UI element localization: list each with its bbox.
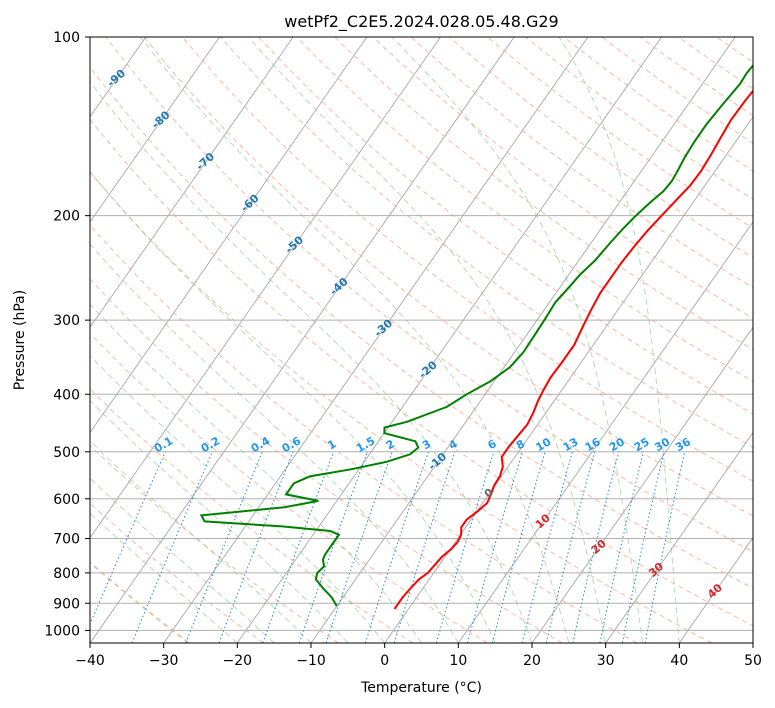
moist-adiabat-line — [90, 440, 312, 643]
plot-background — [90, 37, 753, 643]
mixing-ratio-line — [545, 451, 596, 643]
isotherm-line — [90, 37, 515, 643]
moist-adiabat-line — [90, 477, 275, 643]
dry-adiabat-line — [181, 37, 753, 482]
y-tick-label: 800 — [53, 566, 80, 582]
mixing-ratio-line — [572, 451, 620, 643]
dry-adiabat-line — [90, 278, 563, 643]
isotherm-line — [90, 37, 220, 223]
isotherm-line — [384, 116, 753, 643]
moist-adiabat-line — [90, 243, 459, 643]
mixing-ratio-line — [262, 451, 335, 643]
moist-adiabat-line — [558, 37, 680, 643]
x-tick-label: −20 — [223, 653, 253, 669]
mixing-ratio-line — [131, 451, 213, 643]
dry-adiabat-line — [90, 118, 753, 627]
isotherm-line — [90, 37, 441, 539]
mixing-ratio-line — [90, 451, 166, 626]
mixing-ratio-line — [491, 451, 546, 643]
dry-adiabat-line — [90, 388, 414, 643]
mixing-ratio-line — [218, 451, 294, 643]
isotherm-line — [752, 642, 753, 643]
dry-adiabat-line — [220, 37, 753, 448]
mixing-ratio-line — [298, 451, 368, 643]
x-tick-label: 30 — [597, 653, 615, 669]
x-tick-label: 50 — [744, 653, 762, 669]
x-tick-label: 10 — [449, 653, 467, 669]
dry-adiabat-line — [296, 37, 753, 382]
moist-adiabat-line — [90, 171, 496, 643]
grid-layer — [0, 37, 753, 643]
y-tick-label: 900 — [53, 596, 80, 612]
dry-adiabat-line — [143, 37, 753, 517]
moist-adiabat-line — [391, 37, 643, 643]
mixing-ratio-line — [521, 451, 573, 643]
y-tick-label: 400 — [53, 387, 80, 403]
moist-adiabat-line — [90, 80, 533, 643]
dry-adiabat-line — [105, 37, 753, 553]
mixing-ratio-line — [325, 451, 393, 643]
x-tick-label: 0 — [380, 653, 389, 669]
x-tick-label: −40 — [75, 653, 105, 669]
isotherm-line — [0, 37, 72, 643]
temperature-profile — [393, 89, 753, 610]
dry-adiabat-line — [90, 66, 753, 589]
axis-layer: −40 −30 −20 −10 0 10 20 30 40 50 100 200 300 400 500 60… — [44, 30, 762, 669]
data-layer — [199, 63, 753, 610]
dry-adiabat-line — [372, 37, 753, 319]
y-tick-label: 600 — [53, 492, 80, 508]
x-tick-label: −30 — [149, 653, 179, 669]
moist-adiabat-line — [247, 37, 607, 643]
y-tick-label: 300 — [53, 313, 80, 329]
y-tick-label: 200 — [53, 209, 80, 225]
x-tick-label: 40 — [670, 653, 688, 669]
moist-adiabat-line — [90, 303, 422, 643]
isotherm-line — [605, 431, 753, 643]
moist-adiabat-line — [139, 37, 570, 643]
x-tick-label: 20 — [523, 653, 541, 669]
mixing-ratio-line — [467, 451, 523, 643]
dry-adiabat-line — [90, 332, 488, 643]
dry-adiabat-line — [90, 171, 712, 643]
mixing-ratio-line — [393, 451, 456, 643]
mixing-ratio-line — [435, 451, 495, 643]
isotherm-line — [163, 37, 589, 643]
isotherm-line — [90, 37, 368, 434]
chart-title: wetPf2_C2E5.2024.028.05.48.G29 — [284, 12, 558, 32]
moist-adiabat-line — [90, 355, 386, 643]
isotherm-line — [678, 536, 753, 643]
y-axis-label: Pressure (hPa) — [12, 290, 28, 390]
y-tick-label: 700 — [53, 532, 80, 548]
isotherm-line — [236, 37, 662, 643]
isotherm-line — [90, 37, 294, 329]
moist-adiabat-line — [90, 512, 238, 643]
y-tick-label: 500 — [53, 445, 80, 461]
x-tick-label: −10 — [296, 653, 326, 669]
isotherm-line — [457, 221, 753, 643]
mixing-ratio-line — [185, 451, 263, 643]
dewpoint-profile — [199, 63, 753, 607]
plot-frame — [89, 36, 754, 644]
x-axis-label: Temperature (°C) — [360, 680, 482, 696]
y-tick-label: 1000 — [44, 623, 80, 639]
dry-adiabat-line — [90, 224, 638, 643]
isotherm-line — [531, 326, 753, 643]
y-tick-label: 100 — [53, 30, 80, 46]
mixing-ratio-line — [364, 451, 429, 643]
mixing-ratio-line — [599, 451, 644, 643]
